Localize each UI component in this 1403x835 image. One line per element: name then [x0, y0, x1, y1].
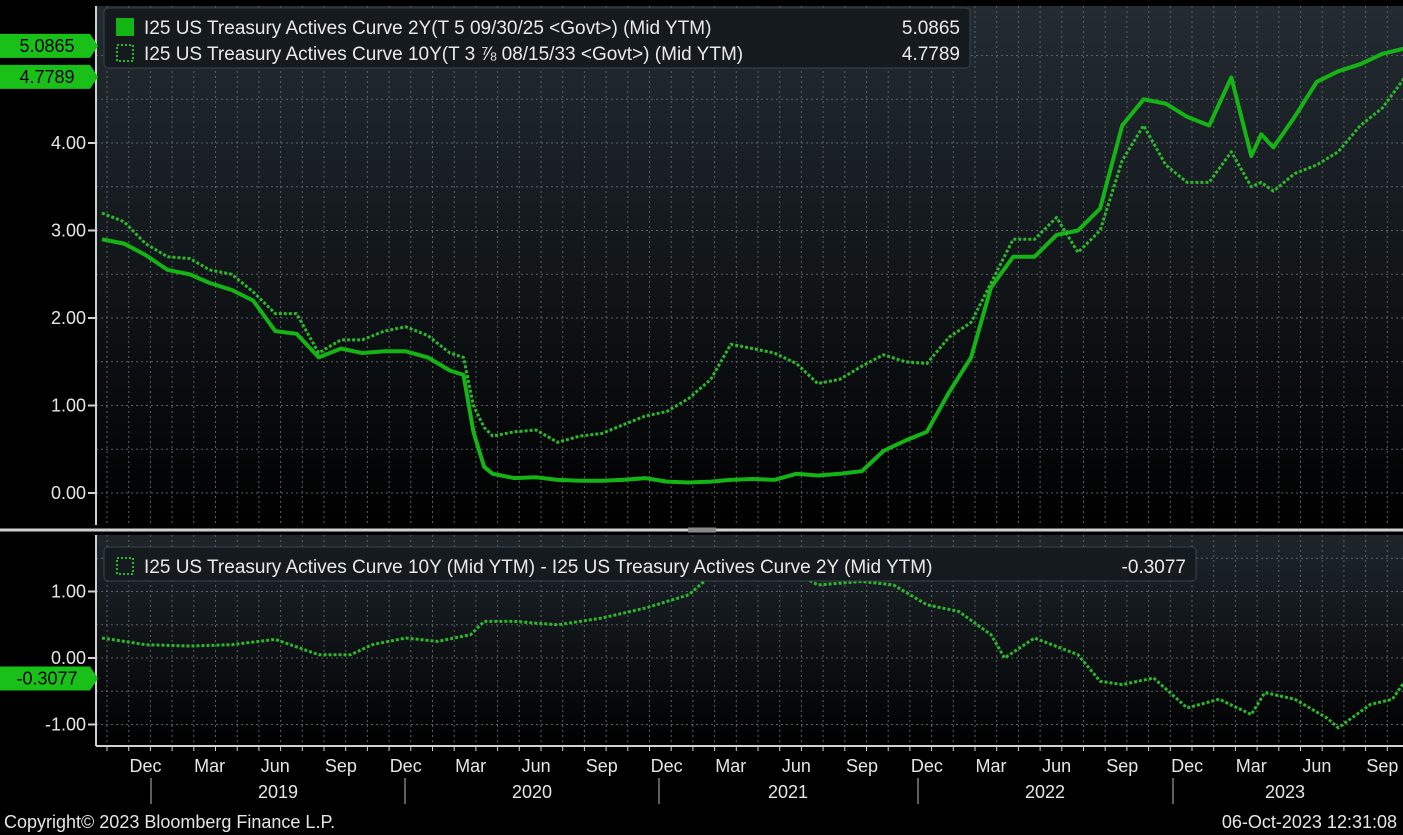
x-tick-label-month: Dec — [390, 756, 422, 776]
legend-label: I25 US Treasury Actives Curve 10Y(T 3 ⅞ … — [144, 44, 743, 65]
x-tick-label-year: 2023 — [1265, 782, 1305, 802]
legend-box — [103, 546, 1197, 582]
top-panel-background — [96, 6, 1403, 525]
copyright-text: Copyright© 2023 Bloomberg Finance L.P. — [4, 812, 336, 832]
x-tick-label-month: Dec — [1171, 756, 1203, 776]
legend-swatch-solid — [116, 18, 134, 36]
y-tick-label: 2.00 — [51, 308, 86, 328]
legend-swatch-dotted — [116, 44, 134, 62]
x-tick-label-month: Sep — [1366, 756, 1398, 776]
x-tick-label-month: Mar — [976, 756, 1007, 776]
series-line-1-0 — [101, 551, 1403, 730]
x-tick-label-year: 2021 — [768, 782, 808, 802]
legend-label: I25 US Treasury Actives Curve 2Y(T 5 09/… — [144, 18, 711, 39]
value-tag — [0, 666, 98, 691]
y-tick-label: 1.00 — [51, 396, 86, 416]
legend-swatch-dotted — [116, 557, 134, 575]
series-line-0-1 — [101, 77, 1403, 444]
value-tag — [0, 33, 98, 58]
x-tick-label-month: Mar — [194, 756, 225, 776]
y-tick-label: 0.00 — [51, 483, 86, 503]
x-tick-label-month: Sep — [325, 756, 357, 776]
legend-box — [103, 7, 971, 69]
y-tick-label: -1.00 — [45, 715, 86, 735]
y-tick-label: 0.00 — [51, 648, 86, 668]
y-tick-label: 4.00 — [51, 133, 86, 153]
value-tag-text: -0.3077 — [16, 668, 77, 688]
x-tick-label-month: Jun — [522, 756, 551, 776]
x-tick-label-month: Jun — [261, 756, 290, 776]
y-tick-label: 3.00 — [51, 221, 86, 241]
x-tick-label-month: Jun — [782, 756, 811, 776]
x-tick-label-month: Mar — [455, 756, 486, 776]
x-tick-label-month: Sep — [846, 756, 878, 776]
legend-last-value: 5.0865 — [902, 18, 960, 39]
y-tick-label: 1.00 — [51, 582, 86, 602]
x-tick-label-month: Dec — [651, 756, 683, 776]
series-line-0-0 — [101, 46, 1403, 485]
x-tick-label-month: Mar — [715, 756, 746, 776]
legend-last-value: 4.7789 — [902, 44, 960, 65]
x-tick-label-month: Jun — [1302, 756, 1331, 776]
x-tick-label-month: Jun — [1042, 756, 1071, 776]
legend-label: I25 US Treasury Actives Curve 10Y (Mid Y… — [144, 557, 932, 578]
x-tick-label-month: Sep — [586, 756, 618, 776]
x-tick-label-month: Sep — [1106, 756, 1138, 776]
timestamp-text: 06-Oct-2023 12:31:08 — [1221, 812, 1397, 832]
x-tick-label-month: Dec — [129, 756, 161, 776]
value-tag-text: 5.0865 — [19, 36, 74, 56]
x-tick-label-month: Mar — [1236, 756, 1267, 776]
x-tick-label-month: Dec — [911, 756, 943, 776]
legend-last-value: -0.3077 — [1122, 557, 1186, 578]
x-tick-label-year: 2022 — [1025, 782, 1065, 802]
value-tag — [0, 64, 98, 89]
value-tag-text: 4.7789 — [19, 67, 74, 87]
x-tick-label-year: 2019 — [258, 782, 298, 802]
x-tick-label-year: 2020 — [512, 782, 552, 802]
